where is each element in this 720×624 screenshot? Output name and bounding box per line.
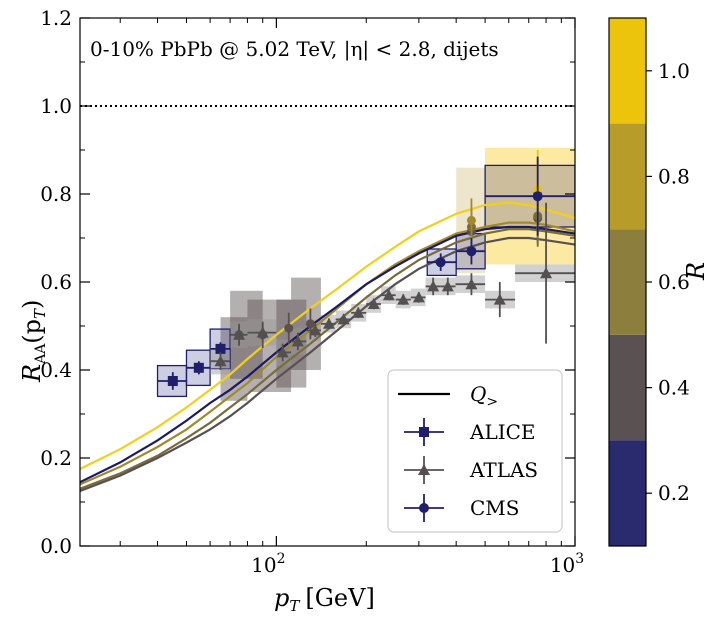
theory-curve-R02-2 — [80, 225, 575, 484]
overlay-R04-3 — [305, 319, 315, 329]
overlay-R04-2 — [284, 323, 294, 333]
theory-curve-R04-4 — [80, 236, 575, 493]
legend-box — [387, 369, 563, 533]
y-tick-label-5: 1.0 — [40, 94, 72, 118]
alice-point-0 — [167, 376, 178, 386]
atlas-point-4 — [291, 335, 304, 347]
atlas-point-2 — [256, 326, 269, 338]
y-tick-label-4: 0.8 — [40, 182, 72, 206]
chart-title: 0-10% PbPb @ 5.02 TeV, |η| < 2.8, dijets — [90, 37, 499, 62]
atlas-point-6 — [322, 317, 335, 329]
x-tick-label-0: 102 — [251, 551, 285, 577]
y-tick-label-3: 0.6 — [40, 270, 72, 294]
legend-item-atlas-label: ATLAS — [469, 458, 538, 482]
cms-point-0 — [435, 257, 446, 268]
atlas-point-10 — [382, 289, 395, 301]
y-axis-label: RAA(pT) — [18, 300, 49, 383]
atlas-point-11 — [397, 293, 410, 305]
legend-item-alice-label: ALICE — [469, 420, 536, 444]
colorbar-tick-label-2: 0.6 — [658, 270, 690, 294]
y-tick-label-6: 1.2 — [40, 6, 72, 30]
theory-curve-R06-3 — [80, 228, 575, 490]
colorbar-band-4 — [609, 18, 646, 124]
overlay-R08-0 — [466, 215, 476, 225]
atlas-point-9 — [367, 298, 380, 309]
atlas-point-7 — [337, 313, 350, 325]
cms-point-2 — [532, 191, 543, 202]
theory-curve-R1-0 — [80, 201, 575, 470]
atlas-point-14 — [441, 280, 454, 292]
colorbar-tick-label-1: 0.4 — [658, 376, 690, 400]
colorbar-tick-label-0: 0.2 — [658, 481, 690, 505]
x-axis-ticks: 102 103 — [119, 18, 584, 577]
legend-item-atlas-marker — [418, 464, 430, 475]
colorbar-band-3 — [609, 123, 646, 230]
atlas-point-15 — [465, 278, 478, 290]
atlas-point-8 — [352, 306, 365, 318]
legend-item-cms-marker — [419, 503, 429, 513]
y-tick-label-2: 0.4 — [40, 358, 72, 382]
x-tick-label-1: 103 — [550, 551, 584, 577]
atlas-point-3 — [276, 346, 289, 358]
alice-point-1 — [193, 362, 204, 373]
atlas-point-17 — [540, 267, 553, 279]
atlas-point-5 — [309, 324, 322, 336]
alice-point-2 — [215, 343, 226, 354]
atlas-point-12 — [412, 291, 425, 303]
cms-point-1 — [466, 246, 477, 257]
x-axis-label: pT [GeV] — [274, 584, 375, 615]
colorbar-tick-label-4: 1.0 — [658, 59, 690, 83]
plot-inner — [80, 105, 575, 493]
legend-item-q-label: Q> — [470, 382, 498, 410]
colorbar-tick-label-3: 0.8 — [658, 164, 690, 188]
colorbar-band-0 — [609, 440, 646, 546]
legend-item-alice-marker — [419, 427, 429, 437]
legend-item-cms-label: CMS — [470, 496, 519, 520]
y-tick-label-1: 0.2 — [40, 446, 72, 470]
colorbar: 0.2 0.4 0.6 0.8 1.0 — [608, 17, 690, 547]
atlas-point-16 — [493, 293, 506, 305]
colorbar-band-1 — [609, 334, 646, 441]
theory-curve-R08-1 — [80, 221, 575, 486]
y-tick-label-0: 0.0 — [40, 534, 72, 558]
legend: Q> ALICE ATLAS CMS — [387, 369, 563, 533]
atlas-point-1 — [233, 328, 246, 340]
y-axis-ticks: 0.0 0.2 0.4 0.6 0.8 1.0 1.2 — [40, 6, 575, 558]
plot-area — [79, 17, 576, 547]
colorbar-label: R — [682, 262, 710, 281]
atlas-point-0 — [214, 355, 227, 367]
colorbar-band-2 — [609, 229, 646, 335]
atlas-point-13 — [427, 280, 440, 292]
